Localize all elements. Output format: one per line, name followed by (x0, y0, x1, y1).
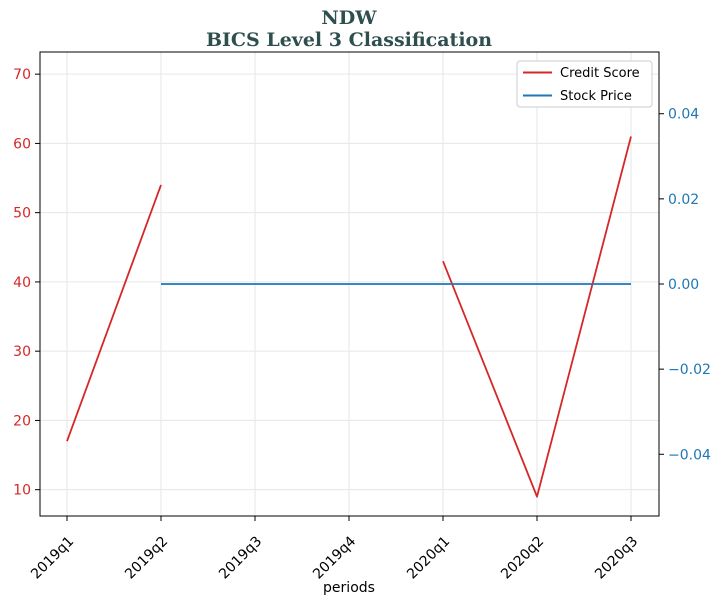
y-right-tick-label: −0.02 (668, 362, 711, 378)
x-tick-label: 2019q1 (28, 533, 77, 582)
y-right-tick-label: 0.00 (668, 277, 699, 293)
x-tick-label: 2020q3 (592, 533, 641, 582)
legend-label-stock-price: Stock Price (560, 89, 632, 104)
x-tick-label: 2019q4 (310, 533, 359, 582)
x-tick-label: 2019q2 (122, 533, 171, 582)
chart-subtitle: BICS Level 3 Classification (206, 29, 492, 51)
series-line-credit-score (442, 136, 632, 498)
x-axis-label: periods (323, 580, 375, 596)
y-left-axis: 10 20 30 40 50 60 70 (13, 67, 40, 499)
y-left-tick-label: 50 (13, 206, 31, 222)
y-right-tick-label: −0.04 (668, 447, 711, 463)
x-tick-label: 2019q3 (216, 533, 265, 582)
y-right-tick-label: 0.02 (668, 192, 699, 208)
y-left-tick-label: 20 (13, 413, 31, 429)
series-line-credit-score (66, 184, 162, 442)
x-tick-label: 2020q2 (498, 533, 547, 582)
x-axis: 2019q1 2019q2 2019q3 2019q4 2020q1 2020q2 2020… (28, 516, 641, 583)
legend: Credit Score Stock Price (516, 60, 653, 108)
x-tick-label: 2020q1 (404, 533, 453, 582)
y-left-tick-label: 10 (13, 483, 31, 499)
y-right-tick-label: 0.04 (668, 107, 699, 123)
y-left-tick-label: 70 (13, 67, 31, 83)
y-right-axis: −0.04 −0.02 0.00 0.02 0.04 (659, 107, 711, 463)
y-left-tick-label: 30 (13, 344, 31, 360)
y-left-tick-label: 40 (13, 275, 31, 291)
series-layer (66, 136, 632, 498)
legend-label-credit-score: Credit Score (560, 66, 640, 81)
y-left-tick-label: 60 (13, 136, 31, 152)
chart-title: NDW (321, 7, 377, 29)
